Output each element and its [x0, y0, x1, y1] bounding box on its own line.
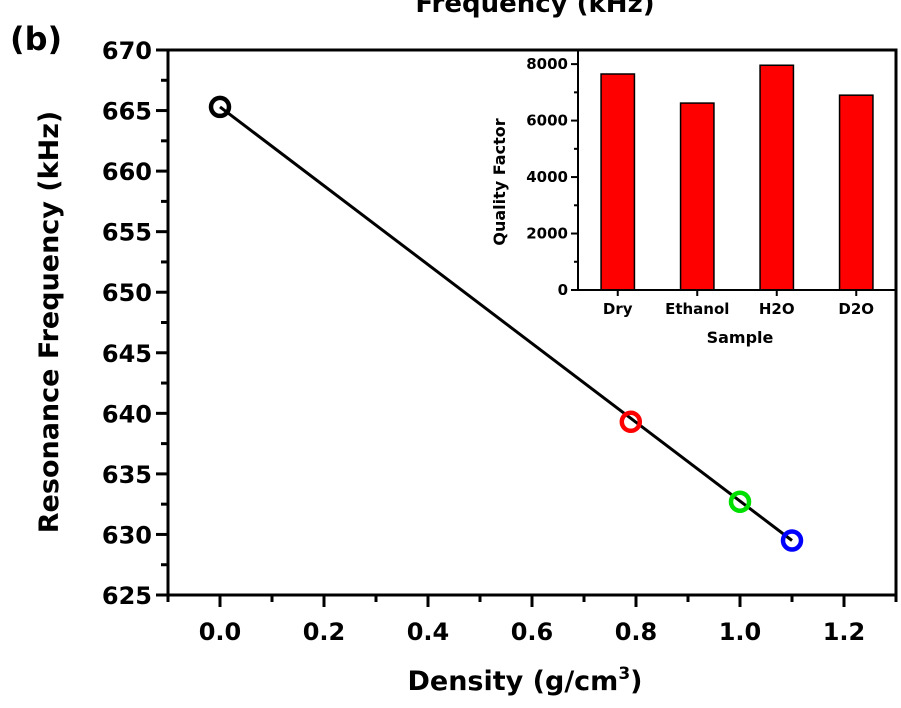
- y-tick-label: 650: [102, 279, 152, 307]
- inset-x-axis-title: Sample: [707, 328, 774, 347]
- cropped-header: Frequency (kHz): [415, 0, 654, 19]
- fit-line: [219, 105, 793, 542]
- main-plot: 0.0 0.2 0.4 0.6 0.8 1.0 1.2 625 630 635 640 645 650…: [34, 37, 898, 697]
- data-points: [208, 95, 804, 552]
- inset-frame: [577, 49, 897, 291]
- data-point: [780, 529, 804, 552]
- inset-y-axis-title: Quality Factor: [490, 118, 509, 245]
- inset-bar: [759, 64, 795, 291]
- inset-ticks: [571, 63, 858, 296]
- inset-bar: [679, 102, 715, 291]
- y-tick-labels: 625 630 635 640 645 650 655 660 665 670: [102, 37, 152, 610]
- y-tick-label: 645: [102, 340, 152, 368]
- inset-x-tick-label: Dry: [603, 300, 633, 318]
- x-tick-label: 0.2: [303, 618, 346, 646]
- data-point: [728, 490, 752, 513]
- inset-y-tick-label: 4000: [526, 168, 568, 186]
- y-tick-label: 670: [102, 37, 152, 65]
- inset-x-tick-label: H2O: [759, 300, 795, 318]
- y-tick-label: 625: [102, 582, 152, 610]
- inset-y-tick-labels: 0 2000 4000 6000 8000: [526, 55, 568, 299]
- y-tick-label: 655: [102, 219, 152, 247]
- y-tick-label: 640: [102, 400, 152, 428]
- inset-plot: Dry Ethanol H2O D2O 0 2000 4000 6000 8000 Sampl…: [490, 49, 897, 347]
- inset-bar: [600, 73, 636, 291]
- y-tick-label: 630: [102, 521, 152, 549]
- y-tick-label: 660: [102, 158, 152, 186]
- y-tick-label: 665: [102, 98, 152, 126]
- x-tick-label: 0.6: [511, 618, 554, 646]
- inset-bar: [838, 94, 874, 291]
- x-tick-labels: 0.0 0.2 0.4 0.6 0.8 1.0 1.2: [199, 618, 866, 646]
- inset-x-tick-label: Ethanol: [665, 300, 729, 318]
- data-point: [619, 410, 643, 434]
- panel-label: (b): [10, 20, 62, 58]
- x-tick-label: 1.2: [823, 618, 866, 646]
- inset-y-tick-label: 6000: [526, 112, 568, 130]
- x-tick-label: 1.0: [719, 618, 762, 646]
- inset-y-tick-label: 0: [558, 281, 568, 299]
- main-ticks: [156, 48, 898, 607]
- inset-bars: [600, 64, 874, 291]
- inset-x-tick-label: D2O: [838, 300, 874, 318]
- inset-y-tick-label: 2000: [526, 225, 568, 243]
- y-axis-title: Resonance Frequency (kHz): [34, 111, 65, 533]
- inset-x-tick-labels: Dry Ethanol H2O D2O: [603, 300, 874, 318]
- data-point: [208, 95, 232, 119]
- inset-y-tick-label: 8000: [526, 55, 568, 73]
- x-tick-label: 0.0: [199, 618, 242, 646]
- y-tick-label: 635: [102, 461, 152, 489]
- x-tick-label: 0.8: [615, 618, 658, 646]
- x-tick-label: 0.4: [407, 618, 450, 646]
- x-axis-title: Density (g/cm3): [407, 664, 642, 697]
